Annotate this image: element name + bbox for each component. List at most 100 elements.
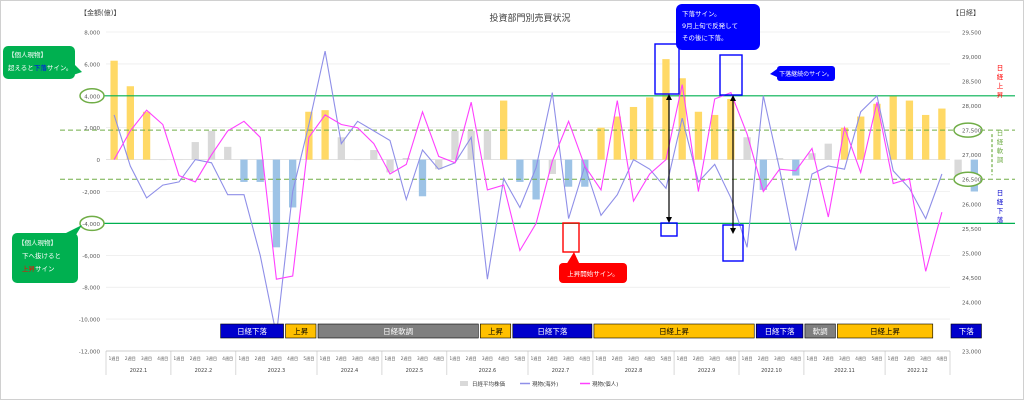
bar [483, 130, 492, 160]
right-side-label-char: 経 [997, 137, 1004, 146]
phase-band [317, 323, 479, 339]
left-tick-label: 6,000 [84, 62, 100, 68]
month-label: 2022.8 [625, 368, 643, 374]
bar [743, 137, 751, 160]
callout-rise-start: 上昇開始サイン。 [559, 252, 627, 283]
bar [792, 159, 800, 176]
week-tick-label: 3週目 [206, 355, 217, 362]
week-tick-label: 4週目 [644, 355, 655, 362]
phase-label: 上昇 [488, 327, 503, 336]
week-tick-label: 3週目 [482, 355, 493, 362]
legend-label: 日経平均株価 [472, 380, 506, 388]
right-tick-label: 27,000 [962, 153, 982, 159]
phase-label: 日経下落 [537, 326, 567, 336]
callout-bottom-line3b: サイン [35, 265, 55, 273]
fall-sign-box-top [654, 43, 680, 95]
right-side-label-char: 調 [997, 155, 1004, 164]
week-tick-label: 5週目 [303, 355, 314, 362]
week-tick-label: 1週目 [742, 355, 753, 362]
bar [873, 103, 881, 160]
phase-band [950, 323, 982, 339]
line-series [113, 50, 943, 336]
bar [938, 108, 946, 160]
right-side-label-char: 下 [997, 207, 1004, 215]
week-tick-label: 1週目 [174, 355, 185, 362]
week-tick-label: 2週目 [693, 355, 704, 362]
callout-top-line2c: サイン。 [47, 64, 73, 72]
week-tick-label: 3週目 [563, 355, 574, 362]
callout-bottom-line1: 【個人現物】 [18, 238, 57, 247]
week-tick-label: 3週目 [628, 355, 639, 362]
right-side-label-char: 経 [997, 72, 1004, 81]
month-label: 2022.12 [907, 368, 928, 374]
week-tick-label: 2週目 [466, 355, 477, 362]
month-label: 2022.11 [834, 368, 855, 374]
left-tick-label: -8,000 [82, 286, 100, 292]
week-tick-label: 3週目 [352, 355, 363, 362]
right-axis-title: 【日経】 [952, 8, 980, 17]
phase-band [593, 323, 755, 339]
right-tick-label: 29,000 [962, 55, 982, 61]
bar [840, 127, 849, 160]
bar [629, 106, 638, 160]
bar [759, 159, 767, 190]
bar [662, 59, 670, 160]
month-label: 2022.1 [130, 368, 148, 374]
right-side-label-char: 日 [997, 189, 1004, 197]
fall-continue-arrow-head [730, 95, 736, 101]
week-tick-label: 2週目 [758, 355, 769, 362]
legend-label: 現物(個人) [592, 380, 618, 388]
week-tick-label: 2週目 [336, 355, 347, 362]
right-tick-label: 26,500 [962, 178, 982, 184]
week-tick-label: 4週目 [579, 355, 590, 362]
left-tick-label: -6,000 [82, 254, 100, 260]
week-tick-label: 3週目 [271, 355, 282, 362]
callout-top-line2a: 超えると [8, 63, 34, 72]
bar [370, 150, 378, 160]
week-tick-label: 1週目 [677, 355, 688, 362]
bar [418, 159, 427, 197]
fall-continue-arrow-head [730, 228, 736, 234]
left-tick-label: -2,000 [82, 190, 100, 196]
callout-blue-line2: 9月上旬で反発して [682, 21, 738, 30]
week-tick-label: 1週目 [449, 355, 460, 362]
right-tick-label: 28,500 [962, 80, 982, 86]
bar [857, 116, 865, 160]
bar [727, 98, 735, 160]
bar [126, 86, 134, 160]
week-tick-label: 4週目 [855, 355, 866, 362]
phase-band [804, 323, 836, 339]
right-side-label-char: 経 [997, 197, 1004, 206]
legend-swatch [460, 381, 468, 386]
right-side-label-char: 日 [997, 64, 1004, 72]
bar [711, 114, 719, 160]
bar [353, 159, 362, 161]
callout-top-line2b: 下落 [34, 63, 48, 72]
week-tick-label: 4週目 [790, 355, 801, 362]
week-tick-label: 4週目 [368, 355, 379, 362]
left-level-marker [79, 88, 105, 104]
right-side-label-char: 軟 [997, 146, 1004, 155]
right-tick-label: 24,000 [962, 300, 982, 306]
phase-label: 軟調 [813, 326, 828, 336]
bar [824, 143, 832, 160]
month-label: 2022.4 [341, 368, 359, 374]
phase-band [285, 323, 317, 339]
bar [889, 95, 897, 160]
fall-sign-arrow-head [666, 217, 672, 223]
bar [467, 130, 475, 160]
week-tick-label: 3週目 [709, 355, 720, 362]
callout-blue-line1: 下落サイン。 [682, 9, 721, 18]
week-tick-label: 5週目 [660, 355, 671, 362]
phase-label: 日経下落 [237, 326, 267, 336]
week-tick-label: 3週目 [774, 355, 785, 362]
bar [581, 159, 589, 187]
callout-bottom-line2: 下へ抜けると [22, 251, 61, 260]
week-tick-label: 3週目 [839, 355, 850, 362]
callout-bottom-line3a: 上昇 [22, 264, 36, 273]
right-side-label-char: 日 [997, 129, 1004, 137]
week-tick-label: 4週目 [222, 355, 233, 362]
bar [272, 159, 281, 248]
phase-label: 日経下落 [765, 326, 795, 336]
week-tick-label: 4週目 [433, 355, 444, 362]
